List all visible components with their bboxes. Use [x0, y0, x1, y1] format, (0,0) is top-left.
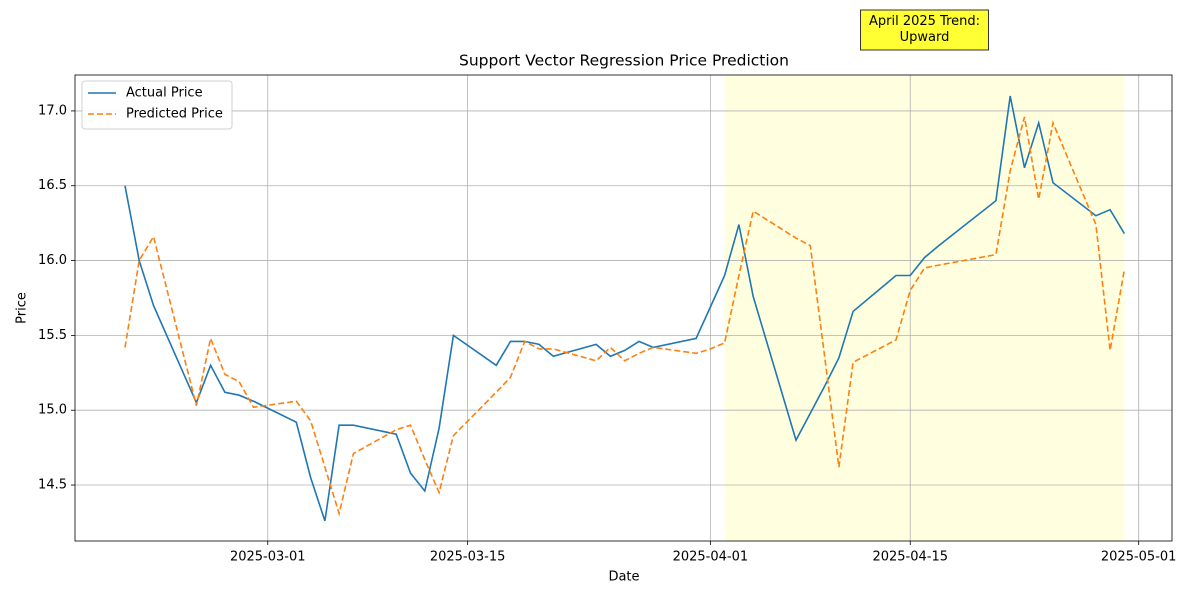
annotation-line: Upward [900, 30, 950, 45]
y-tick-label: 16.5 [38, 178, 67, 193]
y-tick-label: 17.0 [38, 103, 67, 118]
y-axis-label: Price [15, 292, 30, 324]
annotation-text: April 2025 Trend: Upward [869, 14, 980, 45]
legend-box [81, 80, 233, 130]
x-tick-label: 2025-03-01 [230, 550, 306, 565]
highlight-span [724, 75, 1125, 541]
x-tick-label: 2025-03-15 [430, 550, 506, 565]
y-tick-label: 16.0 [38, 253, 67, 268]
x-tick-label: 2025-05-01 [1101, 550, 1177, 565]
annotation-line: April 2025 Trend: [869, 14, 980, 29]
x-tick-label: 2025-04-01 [673, 550, 749, 565]
plot-frame [74, 74, 1173, 542]
x-axis-label: Date [608, 570, 639, 585]
chart-title: Support Vector Regression Price Predicti… [459, 52, 789, 70]
y-tick-label: 15.0 [38, 403, 67, 418]
data-line [124, 116, 1126, 517]
legend: Actual Price Predicted Price [81, 80, 233, 130]
y-tick-label: 14.5 [38, 478, 67, 493]
annotation-box [860, 9, 990, 51]
legend-label: Actual Price [126, 86, 203, 101]
y-tick-label: 15.5 [38, 328, 67, 343]
x-tick-label: 2025-04-15 [872, 550, 948, 565]
data-line [124, 95, 1126, 522]
legend-label: Predicted Price [126, 107, 223, 122]
